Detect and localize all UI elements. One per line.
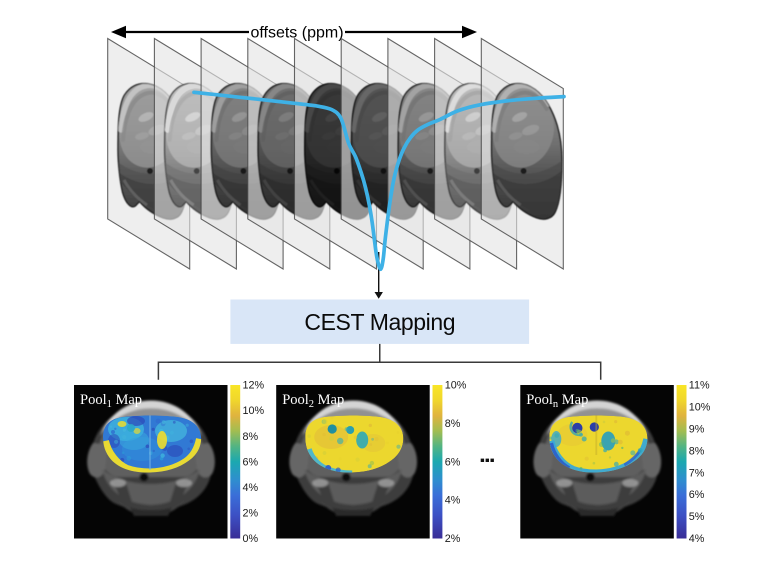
svg-text:8%: 8% xyxy=(445,418,461,430)
svg-text:5%: 5% xyxy=(689,511,705,523)
svg-text:CEST Mapping: CEST Mapping xyxy=(304,309,455,335)
svg-text:2%: 2% xyxy=(243,508,259,520)
svg-text:10%: 10% xyxy=(445,380,467,392)
svg-text:Pool2 Map: Pool2 Map xyxy=(282,392,344,410)
svg-text:12%: 12% xyxy=(243,380,265,392)
svg-text:4%: 4% xyxy=(243,482,259,494)
svg-text:7%: 7% xyxy=(689,467,705,479)
svg-text:6%: 6% xyxy=(689,489,705,501)
svg-text:2%: 2% xyxy=(445,533,461,545)
svg-text:offsets (ppm): offsets (ppm) xyxy=(250,25,343,42)
svg-text:10%: 10% xyxy=(689,402,711,414)
svg-text:Pooln Map: Pooln Map xyxy=(526,392,588,410)
svg-text:Pool1 Map: Pool1 Map xyxy=(80,392,142,410)
svg-text:10%: 10% xyxy=(243,405,265,417)
svg-text:8%: 8% xyxy=(689,445,705,457)
svg-text:0%: 0% xyxy=(243,533,259,545)
svg-text:4%: 4% xyxy=(689,533,705,545)
svg-text:8%: 8% xyxy=(243,431,259,443)
svg-text:9%: 9% xyxy=(689,424,705,436)
svg-text:11%: 11% xyxy=(689,380,710,392)
svg-text:6%: 6% xyxy=(445,456,461,468)
svg-text:6%: 6% xyxy=(243,456,259,468)
svg-text:4%: 4% xyxy=(445,495,461,507)
